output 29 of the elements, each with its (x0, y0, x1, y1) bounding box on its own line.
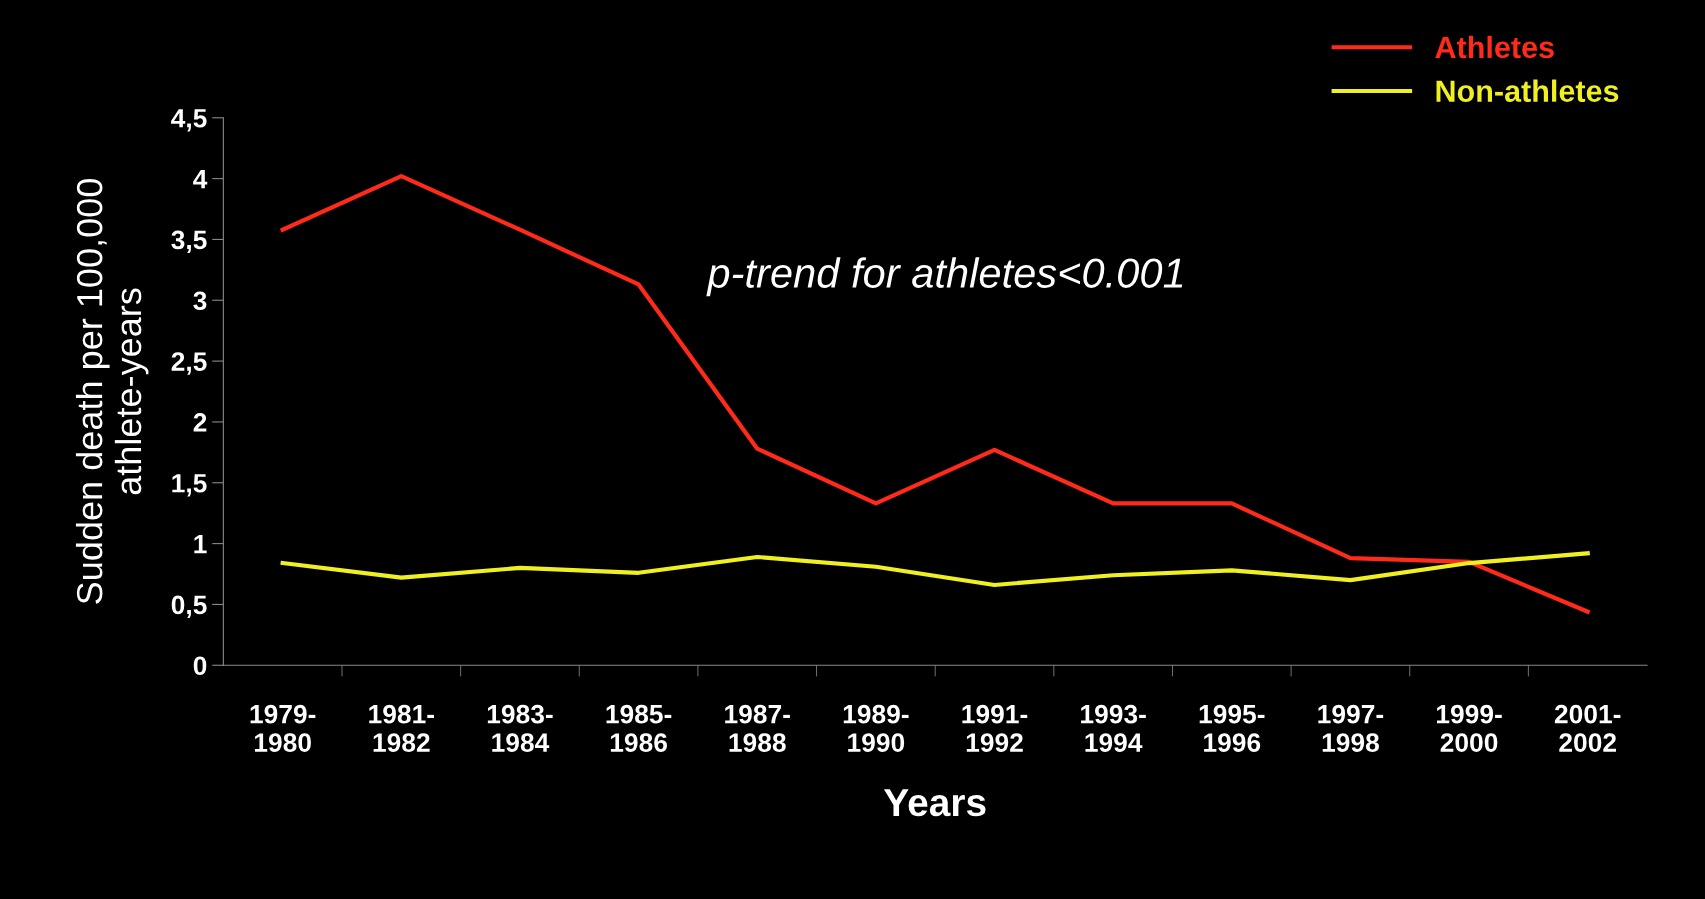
y-axis-title: Sudden death per 100,000 athlete-years (75, 179, 149, 604)
y-tick-label: 1 (194, 535, 207, 554)
x-tick-label: 1985- 1986 (606, 704, 672, 752)
legend-label: Non-athletes (1436, 79, 1619, 102)
x-axis-title: Years (883, 789, 986, 817)
x-tick-label: 2001- 2002 (1554, 704, 1621, 752)
x-tick-label: 1989- 1990 (843, 704, 909, 752)
x-tick-label: 1983- 1984 (487, 704, 553, 752)
x-tick-label: 1999- 2000 (1436, 704, 1502, 752)
line-series (280, 551, 1590, 588)
y-tick-label: 1,5 (172, 474, 207, 497)
y-tick-label: 3,5 (171, 230, 207, 254)
x-tick-label: 1979- 1980 (250, 704, 316, 752)
line-series (280, 174, 1590, 614)
y-tick-label: 2,5 (171, 352, 207, 375)
y-tick-label: 3 (193, 291, 207, 311)
legend-label: Athletes (1435, 35, 1554, 59)
x-tick-label: 1993- 1994 (1081, 704, 1146, 752)
x-tick-label: 1995- 1996 (1199, 704, 1265, 752)
y-tick-label: 4,5 (171, 109, 207, 132)
annotation: p-trend for athletes<0.001 (706, 257, 1183, 297)
x-tick-label: 1981- 1982 (369, 704, 435, 752)
y-tick-label: 4 (193, 170, 208, 189)
x-tick-label: 1991- 1992 (962, 704, 1028, 752)
x-tick-label: 1997- 1998 (1318, 704, 1384, 752)
y-tick-label: 0,5 (171, 595, 207, 619)
y-tick-label: 2 (193, 413, 207, 432)
y-tick-label: 0 (193, 656, 207, 676)
x-tick-label: 1987- 1988 (725, 704, 790, 752)
